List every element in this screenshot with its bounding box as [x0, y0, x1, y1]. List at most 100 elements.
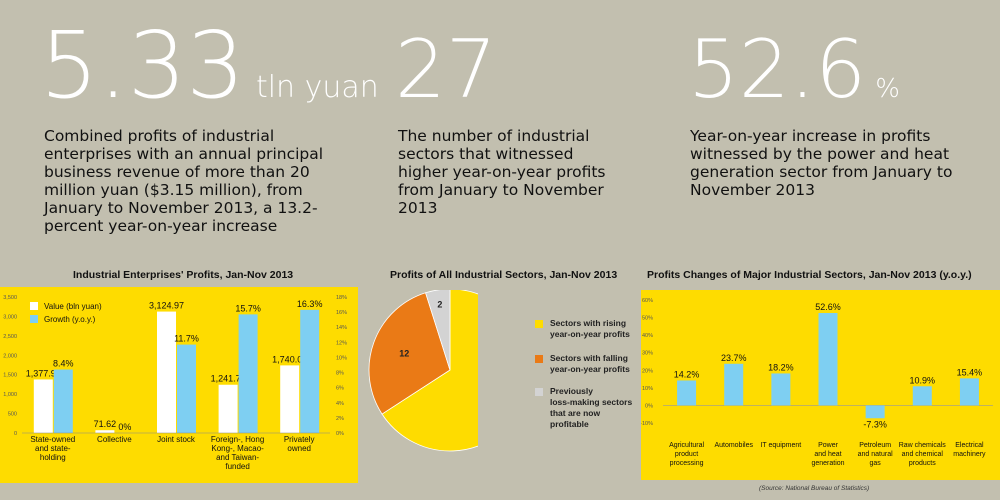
chart1-bar-growth — [238, 314, 258, 433]
chart1-label-growth: 16.3% — [297, 299, 323, 309]
chart1-ytick-right: 2% — [336, 416, 344, 422]
stat-power-description: Year-on-year increase in profits witness… — [690, 127, 953, 199]
chart1-ytick-left: 1,500 — [3, 373, 17, 379]
chart1-ytick-right: 4% — [336, 401, 344, 407]
chart3-category-label: IT equipment — [760, 442, 801, 449]
chart1-label-growth: 8.4% — [53, 359, 74, 369]
chart2-slice — [368, 292, 451, 415]
chart2-svg: 27122 — [368, 290, 478, 452]
chart3-ytick: 50% — [642, 316, 653, 322]
chart2-legend-label: Previously loss-making sectors that are no… — [550, 386, 633, 429]
chart1-ytick-left: 1,000 — [3, 392, 17, 398]
chart3-category-label: and chemical — [902, 451, 944, 458]
chart1-title: Industrial Enterprises' Profits, Jan-Nov… — [73, 269, 294, 281]
chart1-category-label: Foreign-, Hong — [211, 435, 264, 444]
chart1-legend-swatch-value — [30, 302, 38, 310]
chart1-label-value: 3,124.97 — [149, 301, 184, 311]
chart1-ytick-right: 18% — [336, 295, 347, 301]
chart1-bar-value — [218, 384, 238, 433]
chart3-title: Profits Changes of Major Industrial Sect… — [647, 269, 972, 281]
chart1-label-value: 1,241.74 — [211, 374, 246, 384]
chart1-category-label: owned — [287, 444, 311, 453]
chart1-bar-value — [157, 311, 176, 433]
chart2-title: Profits of All Industrial Sectors, Jan-N… — [390, 269, 618, 281]
chart1-bar-growth — [53, 369, 73, 433]
chart1-ytick-left: 500 — [8, 412, 17, 418]
chart3-category-label: Agricultural — [669, 442, 704, 449]
chart1-ytick-right: 0% — [336, 431, 344, 437]
chart3-category-label: processing — [670, 460, 704, 467]
chart2-slice — [381, 290, 478, 452]
chart1-bar-value — [280, 365, 300, 433]
chart1-panel: 0 500 1,000 1,500 2,000 2,500 3,000 3,500 0% 2% 4%… — [0, 287, 358, 483]
chart1-bar-value — [95, 430, 115, 433]
chart1-legend-swatch-growth — [30, 315, 38, 323]
chart2-slice — [425, 290, 451, 371]
source-note: (Source: National Bureau of Statistics) — [759, 485, 870, 492]
chart1-ytick-left: 3,500 — [3, 295, 17, 301]
chart3-bar — [959, 378, 979, 406]
chart2-legend-label: Sectors with rising year-on-year profits — [550, 318, 630, 339]
chart3-ytick: 60% — [642, 298, 653, 304]
chart1-ytick-left: 2,500 — [3, 334, 17, 340]
chart3-bar — [865, 405, 885, 419]
chart1-ytick-left: 3,000 — [3, 314, 17, 320]
chart1-label-growth: 0% — [118, 422, 131, 432]
stat-power-unit: % — [875, 74, 900, 104]
stat-sectors-value: 27 — [395, 23, 497, 116]
chart3-category-label: products — [909, 460, 936, 467]
chart2-legend-swatch — [535, 320, 543, 328]
chart3-category-label: Electrical — [955, 442, 984, 449]
chart1-ytick-left: 2,000 — [3, 353, 17, 359]
chart1-ytick-right: 6% — [336, 386, 344, 392]
stat-total-unit: tln yuan — [255, 70, 379, 105]
chart1-category-label: funded — [225, 462, 249, 471]
chart3-panel: -10% 0% 10% 20% 30% 40% 50% 60% 14.2% Agricultura… — [640, 290, 1000, 480]
chart2-legend: Sectors with rising year-on-year profits S… — [535, 318, 640, 438]
chart3-bar-label: 14.2% — [674, 369, 700, 379]
chart1-label-value: 71.62 — [94, 419, 117, 429]
chart1-category-label: and Taiwan- — [216, 453, 259, 462]
chart3-ytick: 30% — [642, 351, 653, 357]
chart1-ytick-right: 12% — [336, 340, 347, 346]
chart1-label-growth: 11.7% — [174, 334, 199, 344]
chart3-category-label: Petroleum — [859, 442, 891, 449]
chart2-legend-label: Sectors with falling year-on-year profits — [550, 353, 630, 374]
chart3-bar — [724, 363, 744, 406]
chart3-category-label: Raw chemicals — [899, 442, 947, 449]
chart1-bar-growth — [300, 309, 320, 433]
chart3-bar-label: 10.9% — [910, 375, 936, 385]
chart3-category-label: generation — [811, 460, 844, 467]
chart1-legend-growth: Growth (y.o.y.) — [44, 315, 96, 324]
chart1-category-label: and state- — [35, 444, 71, 453]
chart3-category-label: machinery — [953, 451, 986, 458]
chart1-bar-growth — [177, 344, 196, 433]
chart3-ytick: 40% — [642, 333, 653, 339]
chart1-category-label: Collective — [97, 435, 132, 444]
chart3-category-label: Automobiles — [714, 442, 753, 449]
chart3-bar — [912, 386, 932, 406]
chart3-category-label: and heat — [814, 451, 841, 458]
chart3-ytick: 10% — [642, 386, 653, 392]
chart3-bar — [771, 373, 791, 406]
stat-power-growth: 52.6 % — [688, 30, 900, 110]
chart3-bar — [677, 380, 697, 406]
chart3-category-label: gas — [869, 460, 881, 467]
stat-total-value: 5.33 — [40, 12, 245, 119]
chart1-label-growth: 15.7% — [235, 303, 261, 313]
chart1-ytick-left: 0 — [14, 431, 17, 437]
stat-total-profits: 5.33 tln yuan — [40, 20, 379, 112]
chart3-bar — [818, 313, 838, 406]
chart1-bar-value — [33, 379, 53, 433]
chart2-slice-label: 12 — [399, 349, 409, 359]
stat-power-value: 52.6 — [688, 23, 867, 116]
chart1-label-value: 1,377.99 — [26, 368, 61, 378]
chart2-slice-label: 2 — [437, 299, 442, 309]
chart3-bar-label: 15.4% — [957, 367, 983, 377]
chart1-ytick-right: 10% — [336, 355, 347, 361]
chart1-ytick-right: 16% — [336, 310, 347, 316]
chart1-category-label: Privately — [284, 435, 315, 444]
chart3-category-label: product — [675, 451, 698, 458]
chart3-svg: -10% 0% 10% 20% 30% 40% 50% 60% 14.2% Agricultura… — [640, 298, 993, 467]
chart3-ytick: 0% — [645, 403, 653, 409]
